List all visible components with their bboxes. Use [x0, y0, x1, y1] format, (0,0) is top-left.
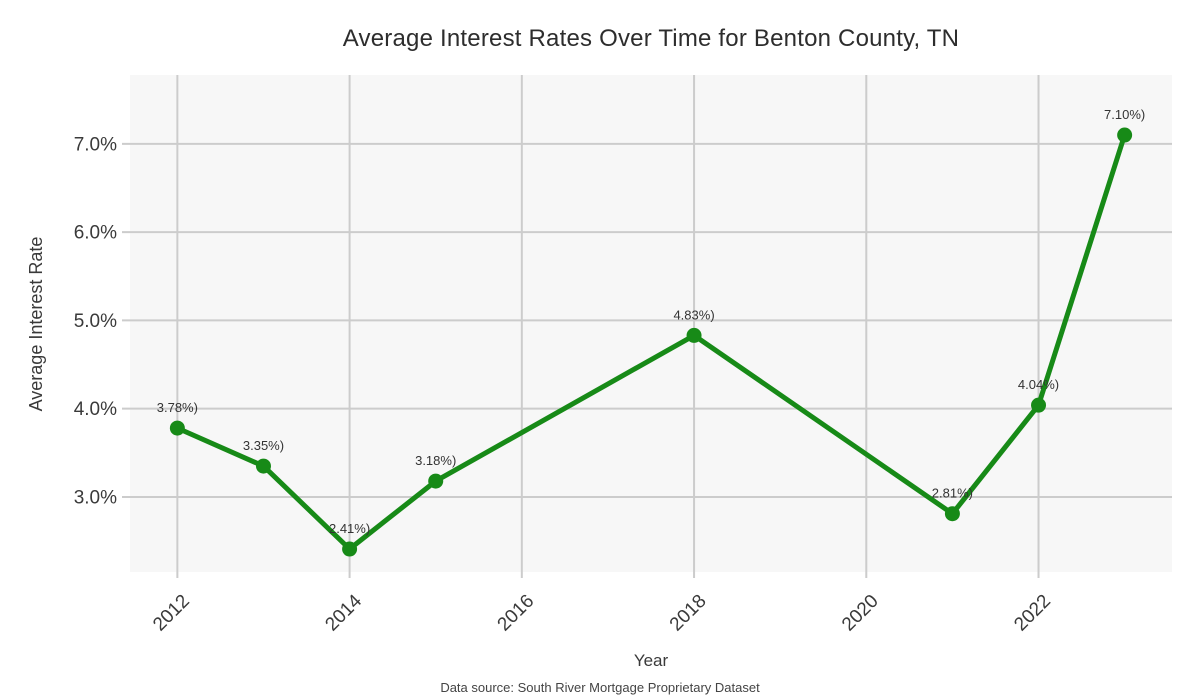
data-point [1031, 397, 1047, 413]
data-source-note: Data source: South River Mortgage Propri… [440, 680, 760, 695]
x-axis-title: Year [633, 651, 669, 670]
y-axis-title: Average Interest Rate [26, 236, 46, 412]
data-point-label: 2.41%) [329, 521, 370, 536]
chart-title: Average Interest Rates Over Time for Ben… [342, 25, 960, 52]
data-point [1117, 127, 1133, 143]
data-point-label: 3.78%) [157, 400, 198, 415]
x-tick-label: 2020 [838, 591, 883, 636]
y-tick-label: 6.0% [74, 223, 117, 244]
x-tick-label: 2012 [149, 591, 194, 636]
data-point-label: 4.83%) [673, 307, 714, 322]
data-point [342, 541, 358, 557]
data-point-label: 4.04%) [1018, 377, 1059, 392]
x-tick-label: 2014 [321, 590, 366, 635]
data-point-label: 7.10%) [1104, 107, 1145, 122]
data-point-label: 3.35%) [243, 438, 284, 453]
x-tick-label: 2016 [494, 591, 539, 636]
data-point [686, 327, 702, 343]
y-tick-label: 7.0% [74, 134, 117, 155]
data-point [169, 420, 185, 436]
data-point-label: 3.18%) [415, 453, 456, 468]
data-point-label: 2.81%) [932, 486, 973, 501]
y-tick-label: 4.0% [74, 399, 117, 420]
series-line [174, 132, 1128, 552]
y-tick-label: 5.0% [74, 311, 117, 332]
x-tick-label: 2018 [666, 591, 711, 636]
data-point [428, 473, 444, 489]
y-tick-label: 3.0% [74, 487, 117, 508]
plot-area [130, 75, 1172, 572]
x-tick-label: 2022 [1010, 591, 1055, 636]
data-point [255, 458, 271, 474]
data-point [944, 506, 960, 522]
